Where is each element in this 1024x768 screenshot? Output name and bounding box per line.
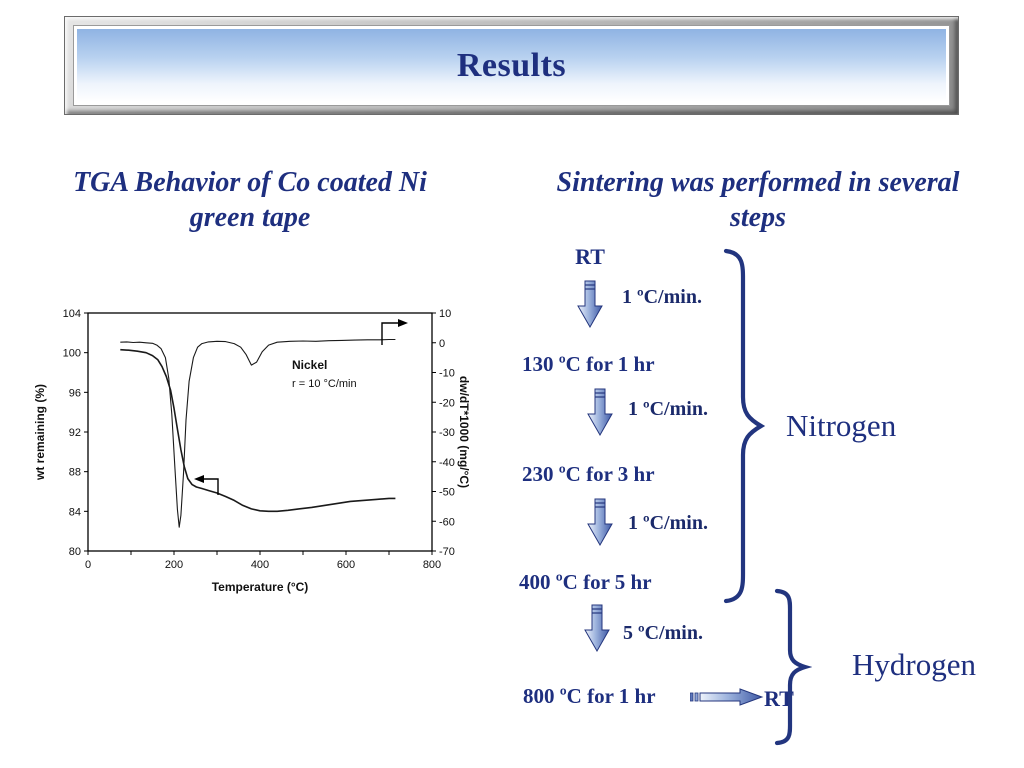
svg-text:wt remaining (%): wt remaining (%) xyxy=(33,384,47,481)
svg-text:-70: -70 xyxy=(439,546,455,558)
ramp-rate-2: 1 ºC/min. xyxy=(628,398,708,420)
down-arrow-icon xyxy=(577,280,603,328)
right-section-heading: Sintering was performed in several steps xyxy=(556,167,960,233)
ramp-rate-1: 1 ºC/min. xyxy=(622,286,702,308)
title-banner-panel: Results xyxy=(73,25,950,106)
slide-title: Results xyxy=(456,46,567,84)
svg-text:dw/dT*1000 (mg/°C): dw/dT*1000 (mg/°C) xyxy=(457,376,470,488)
svg-text:80: 80 xyxy=(69,546,81,558)
hydrogen-brace xyxy=(774,588,812,746)
atmosphere-nitrogen: Nitrogen xyxy=(786,408,897,443)
hold-step-1: 130 ºC for 1 hr xyxy=(522,352,655,376)
tga-chart-svg: 0 200 400 600 8001041009692888480100-10-20-3… xyxy=(33,308,471,594)
svg-text:Nickel: Nickel xyxy=(292,358,327,372)
flow-start-rt: RT xyxy=(575,244,605,269)
svg-text:400: 400 xyxy=(251,559,269,571)
hold-step-4: 800 ºC for 1 hr xyxy=(523,684,656,708)
down-arrow-icon xyxy=(587,498,613,546)
svg-text:Temperature (°C): Temperature (°C) xyxy=(212,580,309,594)
svg-text:-20: -20 xyxy=(439,397,455,409)
atmosphere-hydrogen: Hydrogen xyxy=(852,647,976,682)
hold-step-3: 400 ºC for 5 hr xyxy=(519,570,652,594)
svg-text:0: 0 xyxy=(85,559,91,571)
svg-text:96: 96 xyxy=(69,387,81,399)
svg-text:-50: -50 xyxy=(439,487,455,499)
svg-text:104: 104 xyxy=(63,308,81,320)
svg-text:800: 800 xyxy=(423,559,441,571)
svg-text:600: 600 xyxy=(337,559,355,571)
svg-text:200: 200 xyxy=(165,559,183,571)
left-section-heading: TGA Behavior of Co coated Ni green tape xyxy=(73,167,427,233)
svg-text:10: 10 xyxy=(439,308,451,320)
svg-text:-30: -30 xyxy=(439,427,455,439)
svg-text:-60: -60 xyxy=(439,516,455,528)
svg-text:84: 84 xyxy=(69,506,81,518)
svg-text:100: 100 xyxy=(63,348,81,360)
ramp-rate-4: 5 ºC/min. xyxy=(623,622,703,644)
down-arrow-icon xyxy=(584,604,610,652)
hold-step-2: 230 ºC for 3 hr xyxy=(522,462,655,486)
right-arrow-icon xyxy=(690,688,764,706)
title-banner: Results xyxy=(64,16,959,115)
svg-text:92: 92 xyxy=(69,427,81,439)
nitrogen-brace xyxy=(723,248,766,604)
svg-text:r = 10 °C/min: r = 10 °C/min xyxy=(292,378,357,390)
svg-text:88: 88 xyxy=(69,467,81,479)
ramp-rate-3: 1 ºC/min. xyxy=(628,512,708,534)
tga-chart: 0 200 400 600 800 104 100 96 92 88 84 80 10 0 -10 -20 -3… xyxy=(30,295,471,625)
svg-text:-40: -40 xyxy=(439,457,455,469)
down-arrow-icon xyxy=(587,388,613,436)
svg-text:-10: -10 xyxy=(439,368,455,380)
svg-text:0: 0 xyxy=(439,338,445,350)
